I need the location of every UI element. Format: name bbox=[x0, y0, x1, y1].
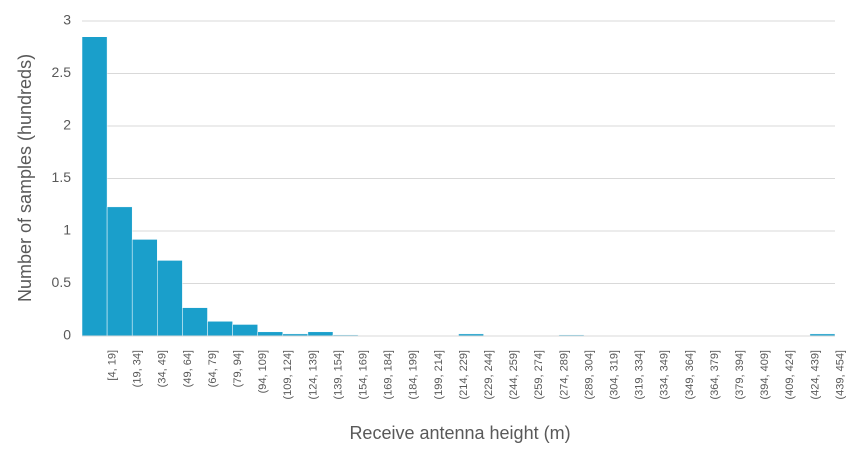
x-tick-label: (304, 319] bbox=[608, 350, 620, 400]
bar bbox=[307, 331, 334, 337]
x-tick-label: (439, 454] bbox=[834, 350, 846, 400]
x-tick-label: (229, 244] bbox=[483, 350, 495, 400]
x-tick-label: (19, 34] bbox=[132, 350, 144, 387]
x-tick-label: (169, 184] bbox=[383, 350, 395, 400]
x-tick-label: (49, 64] bbox=[182, 350, 194, 387]
y-axis-title: Number of samples (hundreds) bbox=[15, 54, 35, 302]
x-tick-label: (289, 304] bbox=[583, 350, 595, 400]
x-tick-label: (259, 274] bbox=[533, 350, 545, 400]
x-tick-label: [4, 19] bbox=[106, 350, 118, 381]
y-tick-label: 0 bbox=[63, 327, 71, 343]
y-tick-label: 2.5 bbox=[52, 64, 72, 80]
bar bbox=[232, 324, 258, 337]
x-tick-label: (409, 424] bbox=[784, 350, 796, 400]
x-tick-label: (124, 139] bbox=[307, 350, 319, 400]
x-tick-label: (364, 379] bbox=[709, 350, 721, 400]
bar bbox=[257, 331, 284, 337]
x-tick-label: (214, 229] bbox=[458, 350, 470, 400]
x-tick-label: (94, 109] bbox=[257, 350, 269, 393]
x-tick-label: (154, 169] bbox=[357, 350, 369, 400]
x-axis-title: Receive antenna height (m) bbox=[349, 423, 570, 443]
x-tick-label: (274, 289] bbox=[558, 350, 570, 400]
y-tick-label: 2 bbox=[63, 117, 71, 133]
x-tick-label: (64, 79] bbox=[207, 350, 219, 387]
bar bbox=[157, 260, 183, 337]
x-tick-label: (394, 409] bbox=[759, 350, 771, 400]
y-tick-label: 1.5 bbox=[52, 169, 72, 185]
x-tick-label: (349, 364] bbox=[684, 350, 696, 400]
bar bbox=[106, 206, 133, 337]
x-tick-label: (139, 154] bbox=[332, 350, 344, 400]
y-tick-label: 0.5 bbox=[52, 274, 72, 290]
x-tick-label: (184, 199] bbox=[408, 350, 420, 400]
x-tick-label: (34, 49] bbox=[157, 350, 169, 387]
y-tick-label: 1 bbox=[63, 222, 71, 238]
x-tick-label: (379, 394] bbox=[734, 350, 746, 400]
x-tick-label: (424, 439] bbox=[809, 350, 821, 400]
bar bbox=[131, 239, 158, 337]
x-tick-label: (109, 124] bbox=[282, 350, 294, 400]
x-tick-label: (199, 214] bbox=[433, 350, 445, 400]
bar bbox=[81, 36, 108, 337]
x-tick-label: (334, 349] bbox=[659, 350, 671, 400]
y-tick-label: 3 bbox=[63, 12, 71, 28]
bar bbox=[207, 321, 233, 337]
x-tick-label: (319, 334] bbox=[634, 350, 646, 400]
bar bbox=[182, 307, 208, 337]
x-tick-label: (244, 259] bbox=[508, 350, 520, 400]
x-tick-label: (79, 94] bbox=[232, 350, 244, 387]
